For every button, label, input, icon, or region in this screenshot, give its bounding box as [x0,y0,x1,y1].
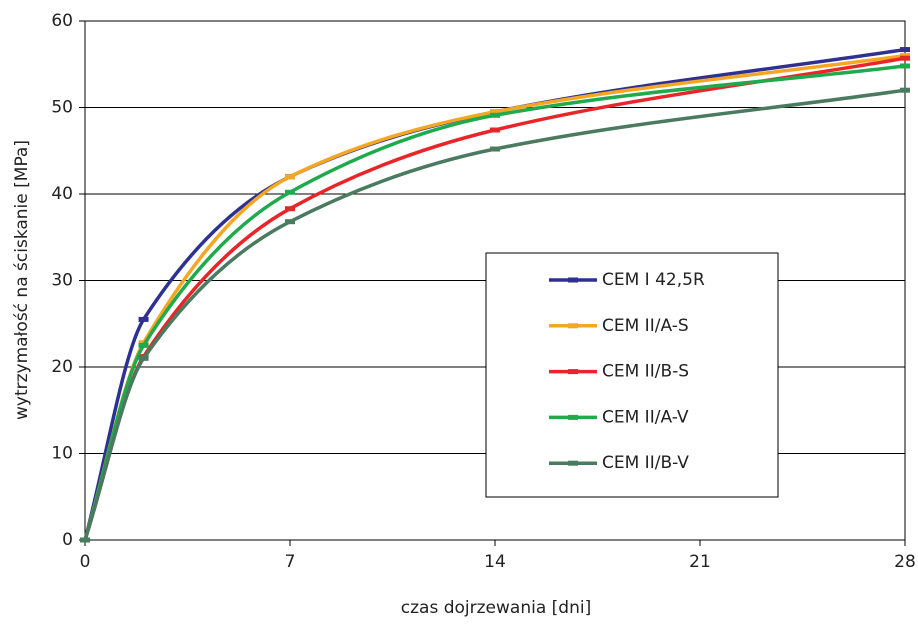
legend-box [485,252,779,498]
legend-label: CEM II/A-S [602,316,689,336]
x-tick-label: 21 [689,552,711,572]
x-tick-label: 0 [80,552,91,572]
point-marker [285,189,295,195]
legend-marker [568,460,578,466]
series-line [83,64,906,541]
y-tick-label: 60 [51,11,73,31]
x-tick-label: 14 [484,552,506,572]
point-marker [490,127,500,133]
point-marker [285,206,295,212]
y-tick-label: 0 [62,530,73,550]
y-tick-label: 50 [51,98,73,118]
legend-marker [568,277,578,283]
point-marker [900,55,910,61]
point-marker [80,537,90,543]
x-tick-label: 7 [285,552,296,572]
y-tick-label: 40 [51,184,73,204]
point-marker [490,112,500,118]
legend-label: CEM II/B-V [602,453,689,473]
legend-label: CEM I 42,5R [602,270,705,290]
x-tick-label: 28 [894,552,916,572]
point-marker [900,53,910,59]
point-marker [285,219,295,225]
point-marker [900,63,910,69]
y-tick-label: 20 [51,357,73,377]
point-marker [900,87,910,93]
point-marker [490,109,500,115]
point-marker [900,47,910,53]
legend-marker [568,323,578,329]
point-marker [138,355,149,361]
point-marker [490,146,500,152]
y-axis-label: wytrzymałość na ściskanie [MPa] [12,140,32,420]
point-marker [285,174,295,180]
legend-marker [568,369,578,375]
x-axis-label: czas dojrzewania [dni] [401,598,591,618]
legend-marker [568,414,578,420]
plot-frame [84,20,906,541]
legend-label: CEM II/A-V [602,407,689,427]
legend-label: CEM II/B-S [602,362,689,382]
series-line [83,88,906,541]
y-tick-label: 10 [51,444,73,464]
point-marker [138,316,149,322]
y-tick-label: 30 [51,271,73,291]
point-marker [138,342,149,348]
